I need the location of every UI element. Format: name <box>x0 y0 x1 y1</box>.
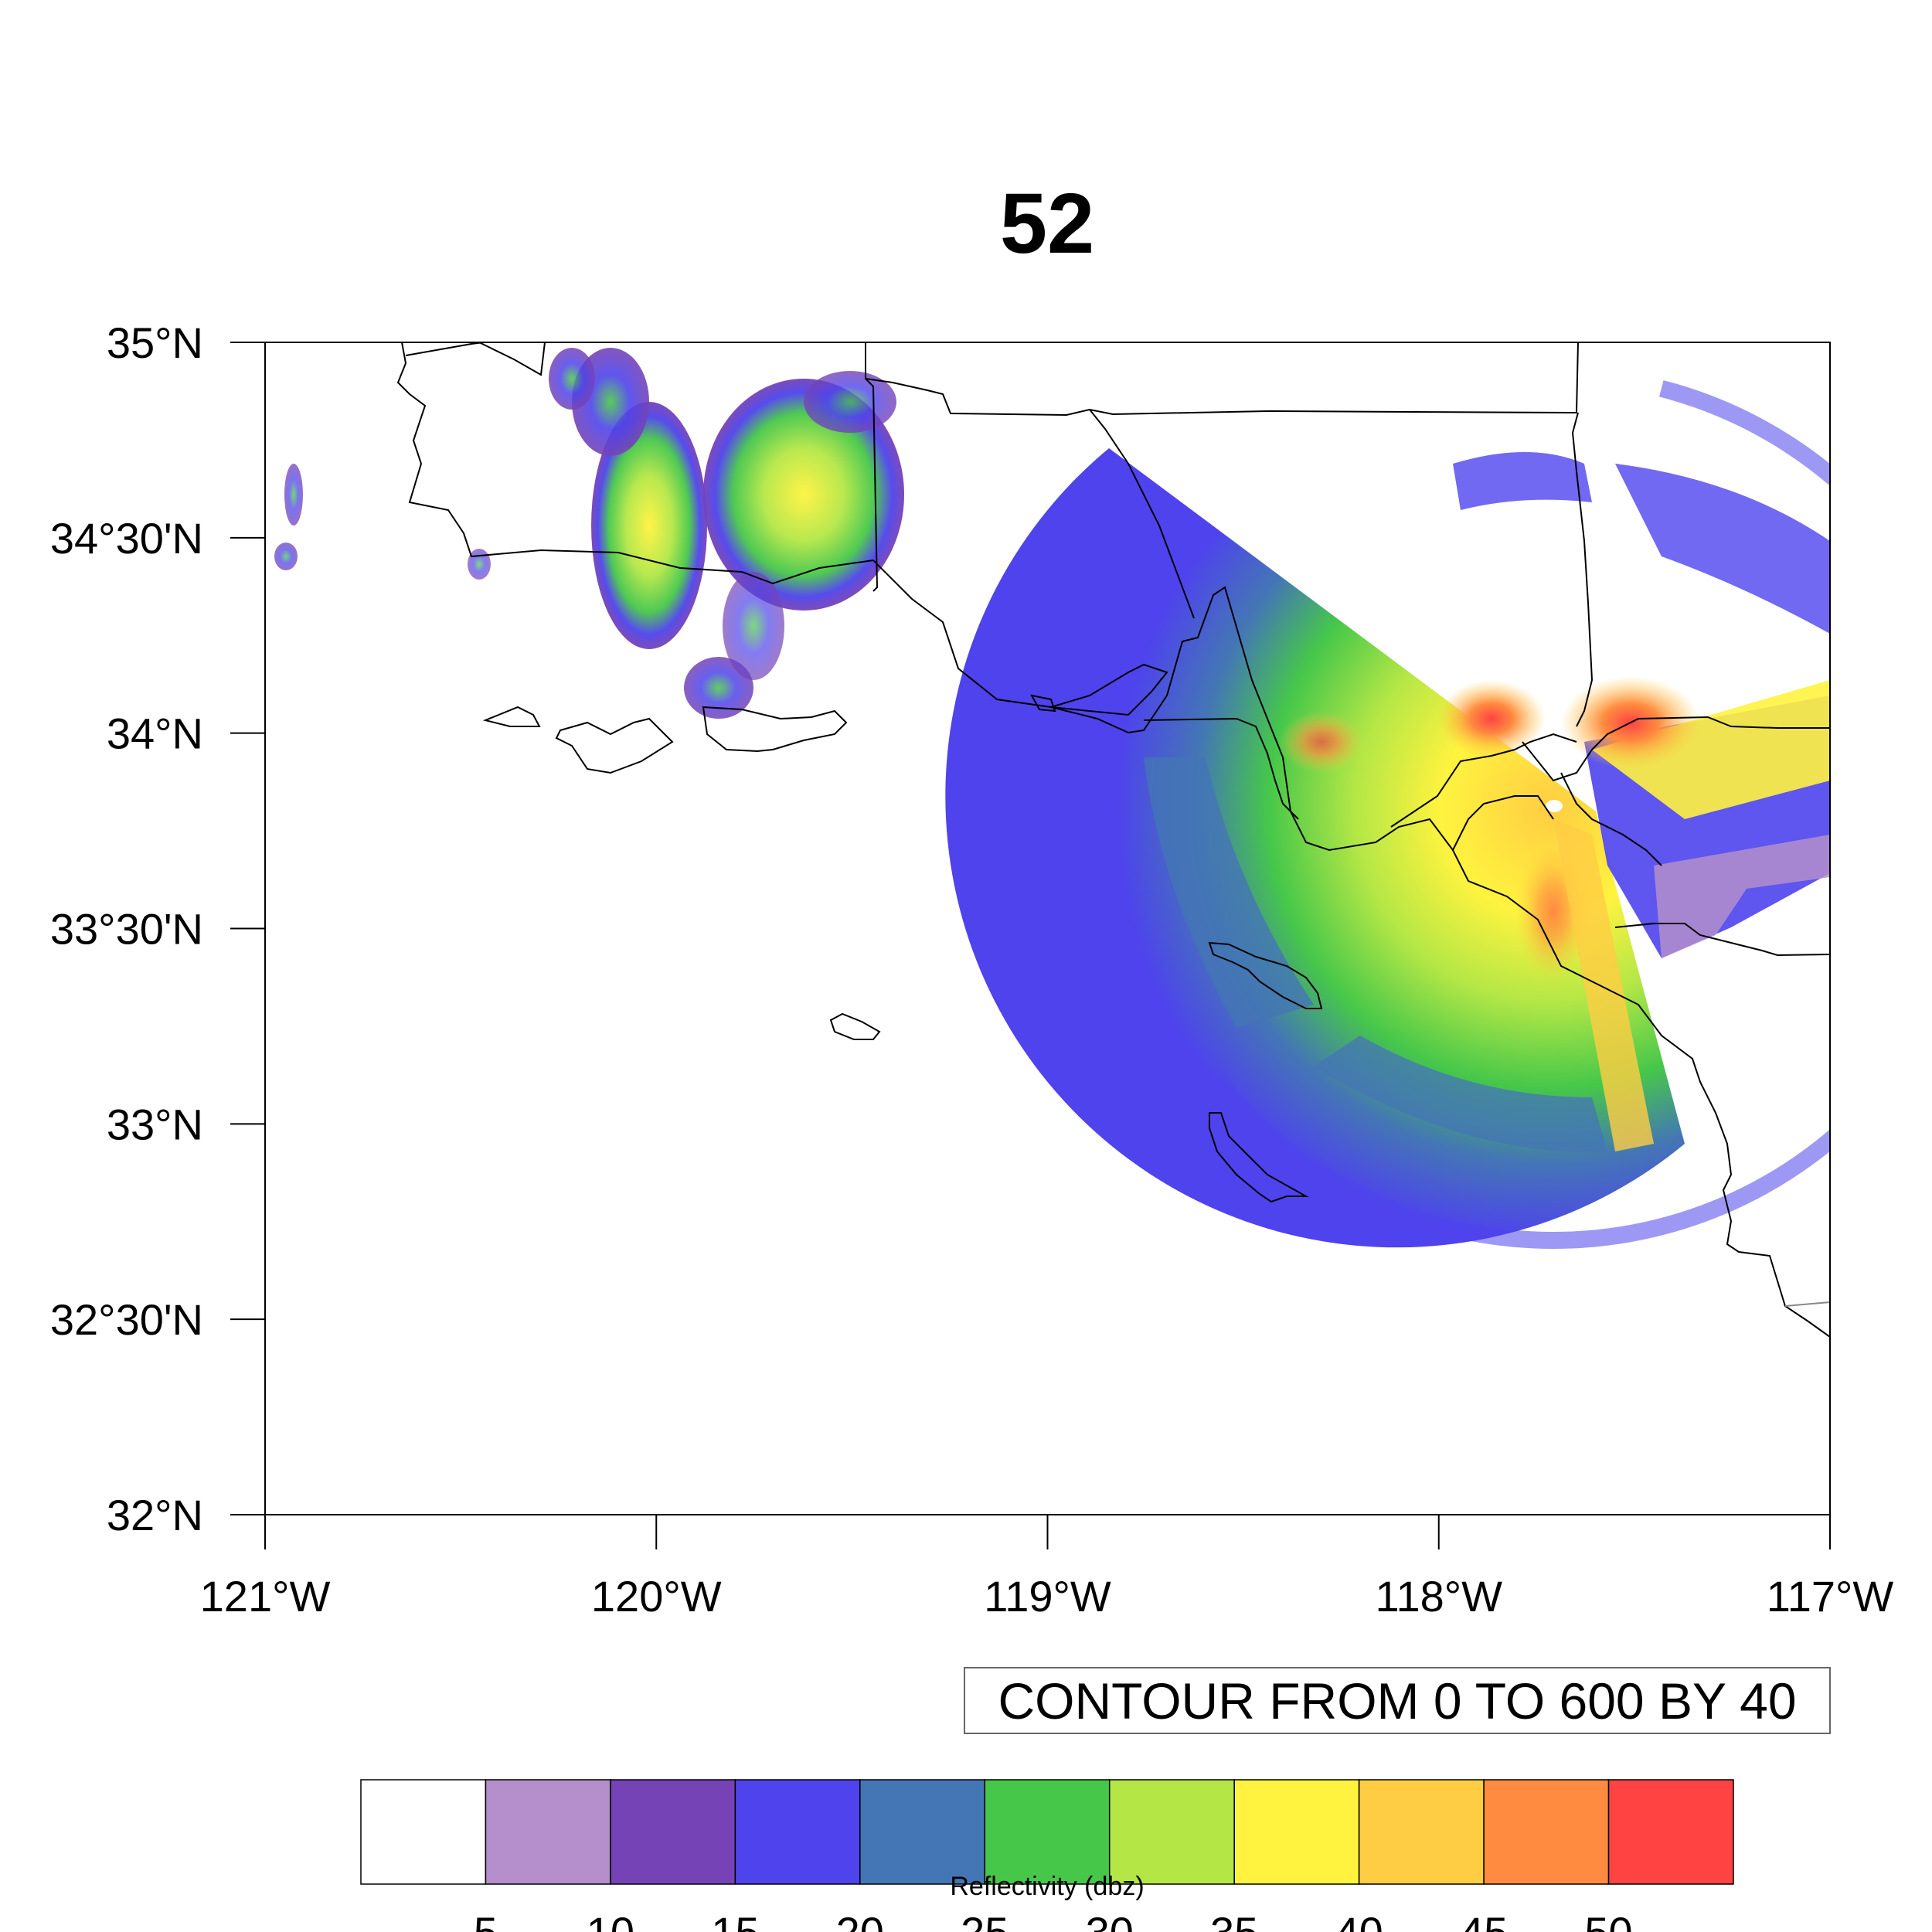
colorbar-swatch-5 <box>984 1779 1111 1885</box>
island-san-clemente <box>1209 1112 1309 1203</box>
colorbar-tick-9: 50 <box>1584 1908 1632 1932</box>
longitude-axis: 121°W 120°W 119°W 118°W 117°W <box>200 1515 1894 1621</box>
storm-cell-5 <box>684 657 753 719</box>
county-line-9 <box>1522 716 1830 782</box>
lon-tick-label-2: 119°W <box>984 1572 1111 1621</box>
contour-info-text: CONTOUR FROM 0 TO 600 BY 40 <box>998 1672 1796 1730</box>
county-line-8 <box>1390 733 1577 828</box>
map-title: 52 <box>1000 176 1094 271</box>
island-santa-cruz <box>702 706 848 753</box>
colorbar-tick-3: 20 <box>836 1908 884 1932</box>
county-line-3 <box>865 342 1579 417</box>
lat-tick-label-6: 32°N <box>107 1491 203 1539</box>
latitude-axis: 35°N 34°30'N 34°N 33°30'N 33°N 32°30'N 32°N <box>50 318 265 1539</box>
county-line-7 <box>1143 717 1299 820</box>
colorbar <box>360 1779 1734 1885</box>
county-line-11 <box>1614 923 1830 957</box>
lon-tick-label-0: 121°W <box>200 1572 331 1621</box>
radar-sweep-ring <box>1112 366 1830 1249</box>
map-boundaries <box>396 342 1830 1338</box>
storm-cell-6 <box>804 371 896 433</box>
lat-tick-label-0: 35°N <box>107 318 203 367</box>
lat-tick-label-5: 32°30'N <box>50 1295 203 1344</box>
colorbar-tick-0: 5 <box>474 1908 498 1932</box>
colorbar-tick-7: 40 <box>1335 1908 1383 1932</box>
colorbar-tick-5: 30 <box>1086 1908 1134 1932</box>
hot-core-3 <box>1279 711 1364 773</box>
radar-fringe-north <box>1453 452 1592 510</box>
contour-info-box: CONTOUR FROM 0 TO 600 BY 40 <box>964 1667 1831 1734</box>
colorbar-tick-4: 25 <box>961 1908 1009 1932</box>
radar-south-lobe <box>1314 1036 1607 1152</box>
county-line-12 <box>1452 795 1554 851</box>
county-line-4 <box>865 378 879 592</box>
storm-cell-1 <box>703 379 904 611</box>
colorbar-swatch-0 <box>360 1779 487 1885</box>
lat-tick-label-2: 34°N <box>107 709 203 758</box>
county-line-1 <box>405 342 491 356</box>
colorbar-swatch-9 <box>1483 1779 1610 1885</box>
storm-cell-4 <box>549 348 595 410</box>
colorbar-swatch-4 <box>859 1779 986 1885</box>
colorbar-label: Reflectivity (dbz) <box>950 1872 1144 1901</box>
lat-tick-label-1: 34°30'N <box>50 514 203 563</box>
storm-cell-7 <box>284 464 303 526</box>
colorbar-tick-6: 35 <box>1210 1908 1258 1932</box>
colorbar-swatch-6 <box>1108 1779 1235 1885</box>
island-santa-catalina <box>1208 941 1323 1009</box>
colorbar-tick-2: 15 <box>711 1908 759 1932</box>
colorbar-tick-8: 45 <box>1460 1908 1508 1932</box>
storm-cell-8 <box>274 543 298 570</box>
radar-extension-east-purple <box>1654 835 1830 958</box>
island-anacapa <box>1050 663 1168 716</box>
county-line-10 <box>1560 772 1662 866</box>
colorbar-tick-1: 10 <box>587 1908 634 1932</box>
island-san-nicolas <box>1030 694 1056 713</box>
lat-tick-label-3: 33°30'N <box>50 905 203 954</box>
county-line-5 <box>1089 409 1195 619</box>
lat-tick-label-4: 33°N <box>107 1100 203 1148</box>
island-santa-barbara <box>829 1012 881 1040</box>
colorbar-swatch-8 <box>1358 1779 1485 1885</box>
radar-site-gap <box>1546 800 1563 812</box>
colorbar-swatch-3 <box>734 1779 861 1885</box>
island-san-miguel <box>482 706 541 727</box>
radar-extension-east-yellow <box>1592 680 1830 819</box>
lon-tick-label-4: 117°W <box>1767 1572 1894 1621</box>
county-line-2 <box>478 342 546 376</box>
state-line-east <box>1784 1301 1830 1307</box>
radar-sweep-main <box>945 448 1685 1248</box>
lon-tick-label-1: 120°W <box>591 1572 722 1621</box>
colorbar-swatch-7 <box>1233 1779 1360 1885</box>
storm-cell-9 <box>723 572 784 680</box>
lon-tick-label-3: 118°W <box>1375 1572 1502 1621</box>
island-santa-rosa <box>555 717 674 774</box>
hot-core-2 <box>1437 680 1546 757</box>
california-coastline <box>396 342 1830 1338</box>
radar-west-lobe <box>1144 757 1314 1028</box>
coastal-band <box>1553 819 1654 1151</box>
county-line-6 <box>1571 412 1594 727</box>
colorbar-swatch-1 <box>485 1779 611 1885</box>
colorbar-swatch-10 <box>1607 1779 1734 1885</box>
colorbar-tick-labels: 5 10 15 20 25 30 35 40 45 50 <box>474 1908 1633 1932</box>
storm-cell-2 <box>591 402 707 649</box>
radar-fringe-northeast <box>1615 464 1830 634</box>
colorbar-swatch-2 <box>610 1779 736 1885</box>
